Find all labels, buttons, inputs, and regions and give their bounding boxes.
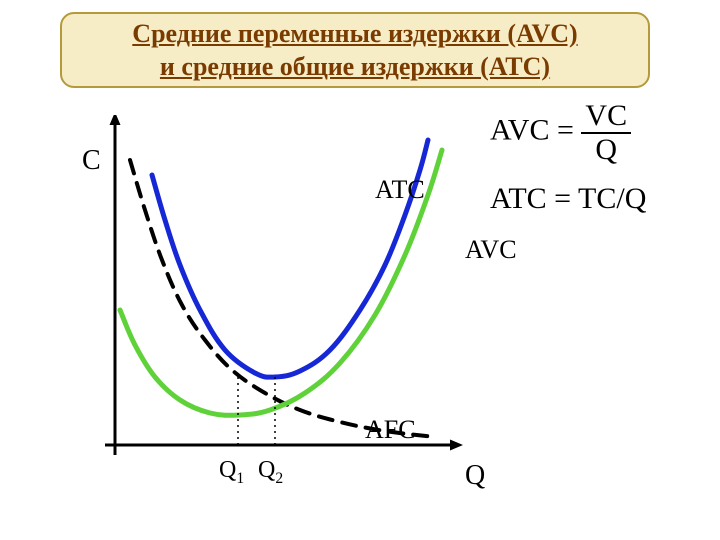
- tick-q2-sub: 2: [275, 470, 283, 487]
- tick-q1-sub: 1: [236, 470, 244, 487]
- y-axis-arrow: [110, 115, 121, 125]
- tick-label-q2: Q2: [258, 457, 283, 488]
- axis-label-c: C: [82, 145, 101, 177]
- formula-avc: AVC = VCQ: [490, 100, 631, 165]
- formula-avc-lhs: AVC =: [490, 113, 581, 146]
- curve-label-atc: АТС: [375, 175, 425, 205]
- curve-label-avc: AVC: [465, 235, 517, 265]
- formula-avc-fraction: VCQ: [581, 100, 631, 165]
- formula-avc-den: Q: [581, 134, 631, 166]
- title-panel: Средние переменные издержки (AVC) и сред…: [60, 12, 650, 88]
- chart-svg: [70, 115, 490, 485]
- title-line-2: и средние общие издержки (АТС): [72, 51, 638, 84]
- cost-curves-chart: C Q АТС AVC AFC Q1 Q2: [70, 115, 490, 485]
- curve-label-afc: AFC: [365, 415, 416, 445]
- x-axis-arrow: [450, 440, 463, 451]
- tick-q2-base: Q: [258, 457, 275, 483]
- title-line-1: Средние переменные издержки (AVC): [72, 18, 638, 51]
- tick-label-q1: Q1: [219, 457, 244, 488]
- formula-atc: ATC = TC/Q: [490, 182, 646, 216]
- tick-q1-base: Q: [219, 457, 236, 483]
- axis-label-q: Q: [465, 460, 485, 492]
- formula-avc-num: VC: [581, 100, 631, 134]
